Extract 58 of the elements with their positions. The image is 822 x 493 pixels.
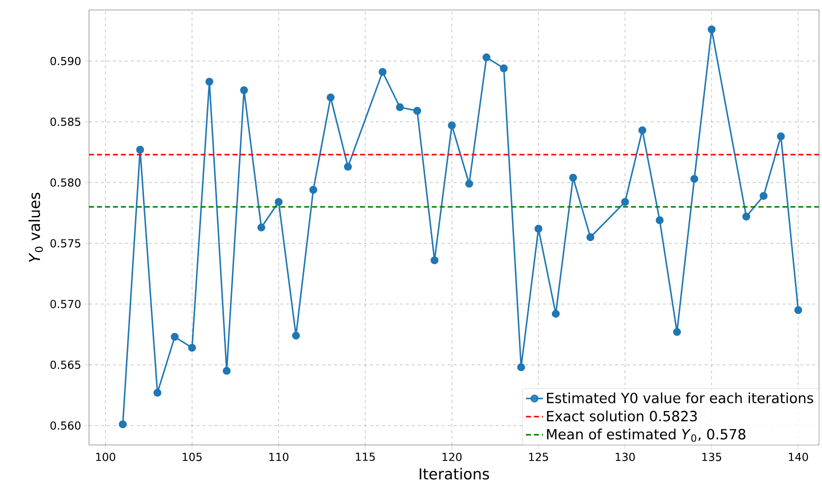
point [153,388,162,397]
point [760,192,768,200]
x-tick-label: 130 [616,452,635,462]
x-tick-label: 120 [442,452,462,462]
x-axis-title: Iterations [420,468,489,480]
legend-label: Exact solution 0.5823 [547,410,697,422]
point [240,86,248,94]
y-tick-label: 0.590 [50,56,80,66]
point [552,310,560,318]
point [257,224,266,232]
y-axis-title: Y$_{0}$ values [28,192,43,262]
x-tick-label: 105 [182,452,202,462]
point [448,121,456,130]
point [205,78,214,86]
point [396,103,404,112]
y-tick-label: 0.575 [50,239,80,248]
y-tick-label: 0.560 [50,421,80,430]
point [118,420,127,428]
x-tick-label: 140 [788,452,808,462]
y-tick-label: 0.570 [50,300,80,308]
point [742,212,750,220]
point [188,344,196,352]
point [776,132,785,140]
point [413,106,422,115]
point [690,174,698,183]
point [586,233,594,242]
point [309,186,318,194]
y-tick-label: 0.565 [50,360,80,369]
point [794,306,802,314]
x-tick-label: 100 [96,452,116,462]
y-tick-label: 0.580 [50,178,80,187]
x-tick-label: 115 [356,452,375,461]
point [170,332,179,341]
point [569,174,578,182]
point [500,64,508,72]
x-tick-label: 135 [702,452,722,462]
point [638,126,646,134]
point [465,180,474,188]
point [673,328,681,336]
legend-label: Mean of estimated Y$_{0}$, 0.578 [547,428,746,442]
point [292,332,300,340]
point [222,366,231,375]
x-tick-label: 125 [529,452,548,462]
point [708,25,716,34]
point [326,94,335,102]
point [621,198,629,206]
point [656,216,664,224]
point [482,53,490,62]
point [517,363,526,372]
point [430,256,438,264]
legend-label: Estimated Y0 value for each iterations [547,392,814,404]
point [274,198,283,206]
x-tick-label: 110 [269,452,288,462]
point [378,68,387,76]
point [344,162,352,171]
point [534,224,542,233]
point [136,146,144,154]
y-tick-label: 0.585 [50,118,80,126]
